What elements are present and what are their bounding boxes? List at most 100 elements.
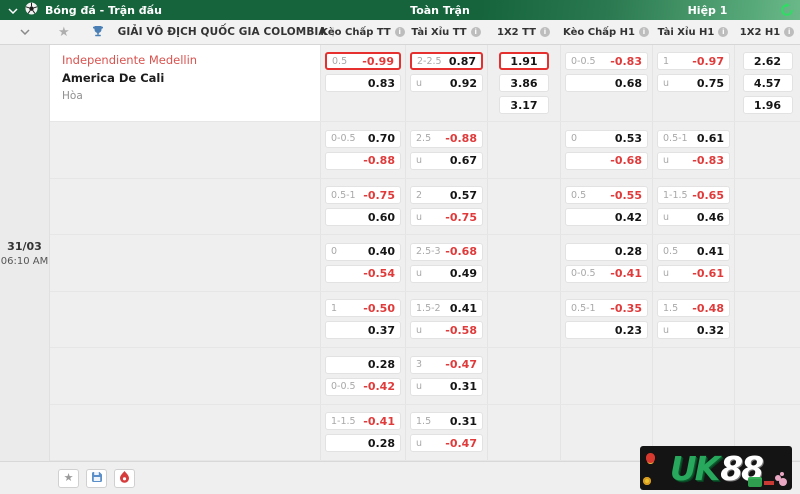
- odds-value: 3.86: [510, 76, 538, 90]
- favorite-button[interactable]: ★: [58, 468, 79, 488]
- collapse-chevron-icon[interactable]: [20, 27, 30, 38]
- odds-box[interactable]: 1.5 0.31: [410, 412, 483, 431]
- handicap-line: 1.5: [663, 302, 679, 314]
- save-button[interactable]: [86, 468, 107, 488]
- odds-box[interactable]: 0-0.5 -0.41: [565, 264, 648, 283]
- odds-box[interactable]: u 0.46: [657, 208, 730, 227]
- odds-box[interactable]: 0-0.5 -0.42: [325, 377, 401, 396]
- odds-box[interactable]: u -0.83: [657, 151, 730, 170]
- odds-group-hdp_h1: [560, 348, 652, 404]
- odds-box[interactable]: -0.54: [325, 264, 401, 283]
- odds-box[interactable]: 0.28: [325, 434, 401, 453]
- odds-box[interactable]: u -0.47: [410, 434, 483, 453]
- odds-value: 0.31: [449, 380, 477, 394]
- odds-value: -0.41: [363, 414, 395, 428]
- odds-value: 0.40: [367, 245, 395, 259]
- odds-box[interactable]: 0-0.5 0.70: [325, 129, 401, 148]
- odds-box[interactable]: u 0.49: [410, 264, 483, 283]
- odds-box[interactable]: u 0.92: [410, 74, 483, 92]
- odds-group-ou_h1: 1.5 -0.48 u 0.32: [652, 291, 734, 347]
- odds-box[interactable]: 1-1.5 -0.41: [325, 412, 401, 431]
- team-cell: [50, 405, 320, 461]
- odds-box[interactable]: u -0.58: [410, 321, 483, 340]
- yellow-flower-decoration: [643, 477, 651, 485]
- odds-box[interactable]: 3.17: [499, 96, 549, 114]
- info-icon[interactable]: i: [331, 27, 335, 37]
- favorite-star-icon[interactable]: ★: [58, 24, 70, 40]
- odds-box[interactable]: 0.37: [325, 321, 401, 340]
- odds-value: -0.83: [692, 154, 724, 168]
- odds-box[interactable]: -0.88: [325, 151, 401, 170]
- odds-box[interactable]: 0-0.5 -0.83: [565, 52, 648, 70]
- odds-box[interactable]: 0.28: [565, 242, 648, 261]
- trophy-icon: [92, 25, 104, 40]
- info-icon[interactable]: i: [470, 27, 481, 37]
- odds-box[interactable]: 0.42: [565, 208, 648, 227]
- odds-box[interactable]: u -0.75: [410, 208, 483, 227]
- handicap-line: u: [416, 211, 423, 223]
- odds-group-hdp_h1: 0-0.5 -0.83 0.68: [560, 45, 652, 121]
- odds-box[interactable]: 1.5-2 0.41: [410, 299, 483, 318]
- odds-box[interactable]: 1.5 -0.48: [657, 299, 730, 318]
- odds-box[interactable]: 2.5-3 -0.68: [410, 242, 483, 261]
- odds-box[interactable]: u 0.67: [410, 151, 483, 170]
- odds-box[interactable]: 0.5 -0.55: [565, 186, 648, 205]
- odds-box[interactable]: 1-1.5 -0.65: [657, 186, 730, 205]
- odds-box[interactable]: 1.96: [742, 96, 793, 114]
- odds-box[interactable]: 0 0.53: [565, 129, 648, 148]
- odds-box[interactable]: 0.60: [325, 208, 401, 227]
- odds-box[interactable]: 0.68: [565, 74, 648, 92]
- odds-value: 0.31: [449, 414, 477, 428]
- odds-box[interactable]: u -0.61: [657, 264, 730, 283]
- fire-icon: [119, 470, 130, 486]
- handicap-line: u: [663, 268, 670, 280]
- odds-box[interactable]: u 0.75: [657, 74, 730, 92]
- odds-row: Independiente Medellin America De Cali Hòa…: [50, 45, 800, 122]
- odds-box[interactable]: 1 -0.50: [325, 299, 401, 318]
- odds-group-ou_tt: 1.5 0.31 u -0.47: [405, 404, 487, 460]
- column-label: 1X2 TT: [497, 26, 536, 38]
- info-icon[interactable]: i: [394, 27, 405, 37]
- league-header: ★ GIẢI VÔ ĐỊCH QUỐC GIA COLOMBIA i: [0, 24, 335, 40]
- odds-box[interactable]: 2 0.57: [410, 186, 483, 205]
- odds-value: 0.49: [449, 267, 477, 281]
- odds-value: -0.42: [363, 380, 395, 394]
- info-icon[interactable]: i: [784, 27, 795, 37]
- odds-box[interactable]: 1.91: [499, 52, 549, 70]
- column-header-ou-tt: Tài Xỉu TT i: [405, 27, 487, 38]
- info-icon[interactable]: i: [638, 27, 649, 37]
- odds-box[interactable]: 0.5-1 0.61: [657, 129, 730, 148]
- chevron-down-icon[interactable]: [8, 4, 18, 17]
- handicap-line: 0: [571, 133, 578, 145]
- odds-box[interactable]: 3.86: [499, 74, 549, 92]
- odds-box[interactable]: 2-2.5 0.87: [410, 52, 483, 70]
- column-header-hdp-tt: Kèo Chấp TT i: [320, 27, 405, 38]
- odds-box[interactable]: 0.28: [325, 355, 401, 374]
- odds-box[interactable]: 0.5-1 -0.35: [565, 299, 648, 318]
- hot-button[interactable]: [114, 468, 135, 488]
- info-icon[interactable]: i: [718, 27, 729, 37]
- odds-group-hdp_h1: 0.28 0-0.5 -0.41: [560, 235, 652, 291]
- odds-box[interactable]: 3 -0.47: [410, 355, 483, 374]
- odds-box[interactable]: 0.5 0.41: [657, 242, 730, 261]
- odds-box[interactable]: 0.83: [325, 74, 401, 92]
- odds-box[interactable]: 0.23: [565, 321, 648, 340]
- odds-box[interactable]: 4.57: [742, 74, 793, 92]
- odds-box[interactable]: u 0.32: [657, 321, 730, 340]
- odds-group-hdp_h1: [560, 404, 652, 460]
- odds-box[interactable]: 2.5 -0.88: [410, 129, 483, 148]
- odds-box[interactable]: 0.5 -0.99: [325, 52, 401, 70]
- info-icon[interactable]: i: [539, 27, 550, 37]
- odds-box[interactable]: 0.5-1 -0.75: [325, 186, 401, 205]
- column-header-1x2-h1: 1X2 H1 i: [734, 27, 800, 38]
- odds-box[interactable]: 0 0.40: [325, 242, 401, 261]
- home-team-name: Independiente Medellin: [62, 53, 198, 67]
- odds-box[interactable]: -0.68: [565, 151, 648, 170]
- odds-box[interactable]: u 0.31: [410, 377, 483, 396]
- odds-box[interactable]: 1 -0.97: [657, 52, 730, 70]
- handicap-line: 0.5: [571, 189, 587, 201]
- refresh-button[interactable]: [780, 3, 794, 17]
- odds-value: 0.46: [696, 210, 724, 224]
- odds-box[interactable]: 2.62: [742, 52, 793, 70]
- odds-value: -0.97: [692, 54, 724, 68]
